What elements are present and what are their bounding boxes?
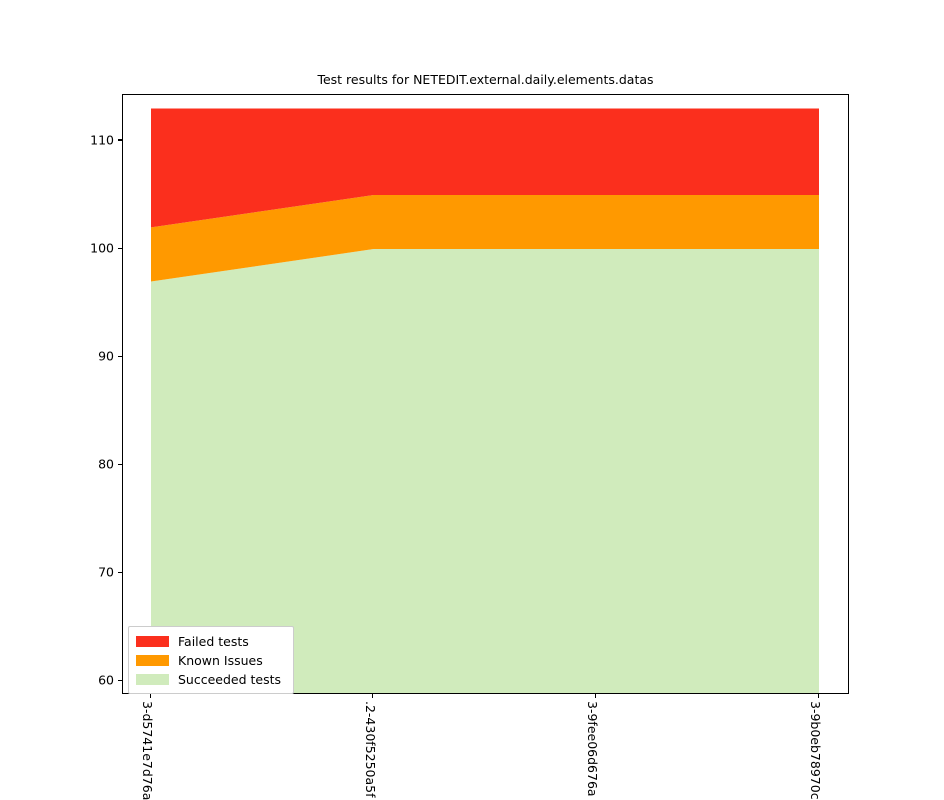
legend-swatch-known-issues [136,655,169,666]
plot-area [122,94,849,694]
legend-item-succeeded-tests: Succeeded tests [136,670,287,689]
y-axis-tick-label: 80 [98,456,114,472]
stacked-area-plot [151,108,819,693]
area-succeeded-tests [151,249,819,693]
y-axis-tick-label: 90 [98,348,114,364]
chart-legend: Failed tests Known Issues Succeeded test… [128,626,294,694]
legend-label-known-issues: Known Issues [178,653,263,668]
y-axis-tick-mark [118,247,122,249]
legend-label-failed-tests: Failed tests [178,634,249,649]
area-known-issues [151,195,819,282]
y-axis-tick-mark [118,463,122,465]
x-axis-tick-mark [149,694,151,698]
x-axis-tick-label: 3-9fee06d676a [585,701,601,797]
x-axis-tick-mark [372,694,374,698]
y-axis-tick-label: 110 [90,132,114,148]
x-axis-tick-mark [817,694,819,698]
chart-title: Test results for NETEDIT.external.daily.… [317,72,654,87]
x-axis-tick-mark [594,694,596,698]
area-failed-tests [151,108,819,228]
legend-label-succeeded-tests: Succeeded tests [178,672,282,687]
y-axis-tick-label: 100 [90,240,114,256]
y-axis-tick-labels: 60 70 80 90 100 110 [70,0,114,787]
y-axis-tick-mark [118,679,122,682]
legend-item-known-issues: Known Issues [136,651,287,670]
x-axis-tick-label: 3-d5741e7d76a [140,701,155,800]
y-axis-tick-mark [118,139,122,141]
y-axis-tick-label: 60 [98,672,114,688]
y-axis-tick-mark [118,571,122,573]
y-axis-tick-mark [118,355,122,357]
legend-swatch-succeeded-tests [136,674,169,685]
x-axis-tick-label: .2-430f5250a5f [362,701,378,798]
y-axis-tick-label: 70 [98,564,114,580]
legend-swatch-failed-tests [136,636,169,647]
x-axis-tick-label: 3-9b0eb78970c [808,701,823,800]
legend-item-failed-tests: Failed tests [136,632,287,651]
